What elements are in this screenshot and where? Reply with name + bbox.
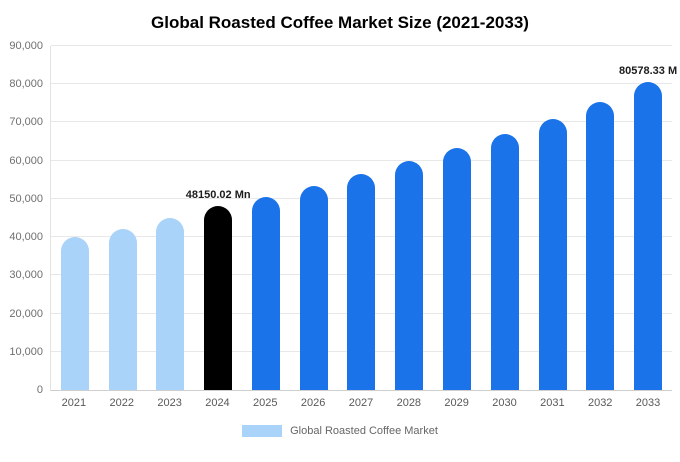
bar-2031: [538, 118, 567, 390]
gridline: [51, 159, 672, 161]
bar-annotation-2033: 80578.33 M: [619, 65, 678, 78]
x-tick-label-2022: 2022: [109, 397, 134, 409]
legend-swatch: [242, 425, 283, 437]
bar-slot-2030: [481, 46, 529, 390]
y-tick-label: 0: [36, 384, 43, 396]
y-tick-label: 50,000: [9, 192, 43, 205]
bar-2026: [299, 185, 328, 390]
y-tick-label: 90,000: [9, 40, 43, 52]
x-tick-label-2031: 2031: [540, 397, 565, 409]
legend: Global Roasted Coffee Market: [0, 425, 680, 437]
bar-2025: [251, 196, 280, 390]
gridline: [51, 121, 672, 123]
bar-slot-2024: 48150.02 Mn: [186, 46, 251, 390]
bar-2029: [443, 147, 471, 390]
x-tick-label-2023: 2023: [157, 397, 182, 409]
gridline: [51, 83, 672, 85]
y-tick-label: 20,000: [9, 307, 43, 320]
x-tick-label-2033: 2033: [635, 397, 661, 409]
y-tick-label: 30,000: [9, 269, 43, 282]
gridline: [51, 45, 672, 46]
y-tick-label: 10,000: [9, 345, 43, 358]
bar-slot-2027: [338, 46, 386, 390]
bar-slot-2026: [290, 46, 338, 390]
y-tick-label: 70,000: [9, 116, 43, 129]
x-tick-label-2030: 2030: [492, 397, 517, 409]
bar-2023: [156, 218, 185, 390]
bar-slot-2032: [576, 46, 624, 390]
y-axis-labels: 0 10,000 20,000 30,000 40,000 50,000 60,000 70,…: [1, 40, 43, 396]
bar-2027: [347, 174, 376, 390]
x-tick-label-2021: 2021: [61, 397, 87, 409]
bar-slot-2025: [242, 46, 290, 390]
bars-container: 48150.02 Mn 80578.33 M: [51, 46, 677, 390]
bar-slot-2033: 80578.33 M: [619, 46, 677, 390]
x-tick-label-2032: 2032: [587, 397, 613, 409]
plot-area: 0 10,000 20,000 30,000 40,000 50,000 60,000 70,…: [9, 40, 677, 396]
bar-slot-2029: [433, 46, 481, 390]
bar-annotation-2024: 48150.02 Mn: [185, 188, 251, 201]
x-tick-label-2028: 2028: [396, 397, 422, 409]
y-tick-label: 60,000: [9, 154, 43, 167]
legend-label: Global Roasted Coffee Market: [290, 425, 438, 437]
chart-title: Global Roasted Coffee Market Size (2021-…: [151, 13, 529, 32]
bar-2028: [395, 161, 424, 390]
bar-2032: [586, 102, 615, 390]
bar-slot-2031: [529, 46, 577, 390]
bar-slot-2021: [51, 46, 99, 390]
x-axis-labels: 2021 2022 2023 2024 2025 2026 2027 2028 2029 2030…: [50, 397, 672, 409]
x-tick-label-2027: 2027: [348, 397, 374, 409]
bar-2030: [490, 133, 519, 390]
x-tick-label-2026: 2026: [300, 397, 326, 409]
bar-slot-2028: [385, 46, 433, 390]
y-tick-label: 80,000: [9, 78, 43, 91]
bar-slot-2023: [147, 46, 195, 390]
x-tick-label-2029: 2029: [444, 397, 469, 409]
bar-2033: [634, 82, 663, 390]
bar-chart: Global Roasted Coffee Market Size (2021-…: [0, 12, 680, 462]
y-tick-label: 40,000: [9, 231, 43, 244]
bar-slot-2022: [99, 46, 147, 390]
bar-2021: [60, 237, 89, 390]
bar-2022: [108, 228, 137, 390]
bar-2024: [204, 205, 233, 390]
x-tick-label-2025: 2025: [253, 397, 278, 409]
x-tick-label-2024: 2024: [205, 397, 230, 409]
